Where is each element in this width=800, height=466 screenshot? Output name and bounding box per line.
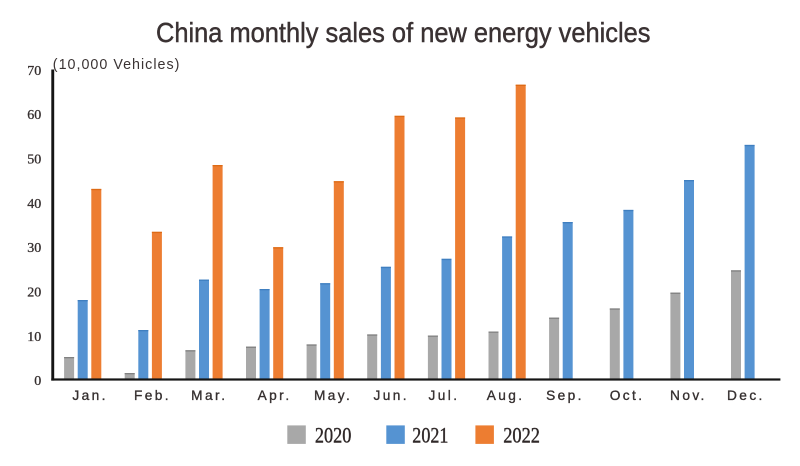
svg-text:Feb.: Feb. [134, 388, 171, 403]
svg-text:May.: May. [314, 388, 352, 403]
svg-text:2020: 2020 [315, 423, 352, 448]
svg-text:Dec.: Dec. [727, 388, 765, 403]
svg-text:2021: 2021 [412, 423, 448, 448]
svg-text:40: 40 [27, 197, 41, 212]
svg-text:Mar.: Mar. [191, 388, 227, 403]
svg-text:(10,000 Vehicles): (10,000 Vehicles) [53, 57, 180, 73]
svg-text:China monthly sales of new ene: China monthly sales of new energy vehicl… [156, 17, 651, 48]
svg-text:10: 10 [27, 330, 41, 345]
svg-text:Jul.: Jul. [429, 388, 460, 403]
svg-text:70: 70 [27, 64, 41, 79]
svg-text:20: 20 [27, 286, 41, 301]
svg-text:Apr.: Apr. [258, 388, 292, 403]
svg-text:Oct.: Oct. [610, 388, 645, 403]
svg-text:0: 0 [34, 374, 41, 389]
svg-text:2022: 2022 [503, 423, 540, 448]
svg-text:Aug.: Aug. [487, 388, 525, 403]
svg-text:30: 30 [27, 241, 41, 256]
svg-text:Nov.: Nov. [670, 388, 707, 403]
svg-text:Jan.: Jan. [72, 388, 107, 403]
svg-text:Sep.: Sep. [546, 388, 584, 403]
svg-text:60: 60 [27, 108, 41, 123]
svg-text:Jun.: Jun. [373, 388, 408, 403]
svg-text:50: 50 [27, 153, 41, 168]
